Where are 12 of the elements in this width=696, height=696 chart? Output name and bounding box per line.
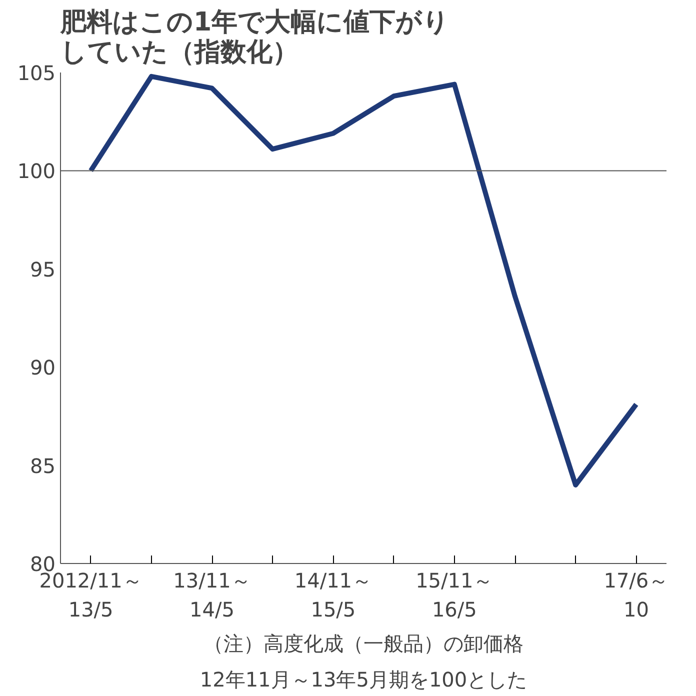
chart-title: 肥料はこの1年で大幅に値下がりしていた（指数化） — [60, 8, 450, 68]
x-tick-label: 13/11～14/5 — [173, 568, 251, 622]
y-tick-label: 95 — [30, 257, 56, 282]
y-tick-label: 90 — [30, 356, 56, 380]
text: （注）高度化成（一般品）の卸価格 — [204, 632, 524, 656]
y-tick-label: 100 — [17, 159, 56, 184]
y-tick-label: 105 — [17, 61, 56, 85]
x-tick-label: 17/6～10 — [604, 568, 669, 622]
y-tick-label: 85 — [30, 454, 56, 478]
text: 12年11月～13年5月期を100とした — [200, 668, 528, 692]
x-tick-label: 15/11～16/5 — [416, 568, 494, 622]
x-tick-label: 14/11～15/5 — [294, 568, 372, 622]
